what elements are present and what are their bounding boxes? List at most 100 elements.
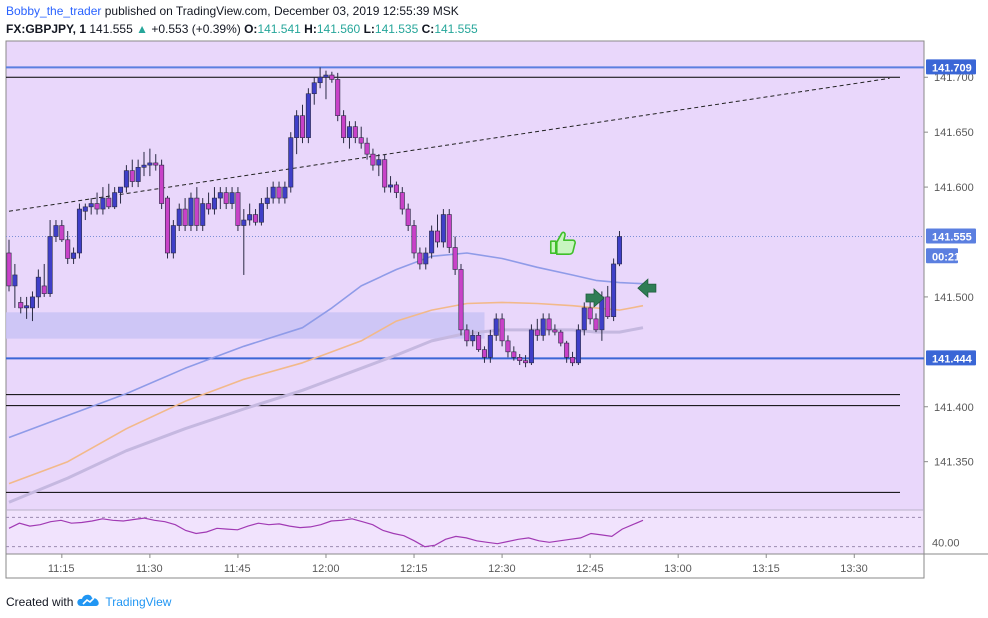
candle-body xyxy=(282,186,288,199)
time-tick-label: 12:30 xyxy=(488,563,516,575)
candle xyxy=(153,154,159,171)
candle-body xyxy=(388,184,394,188)
price-pane xyxy=(6,41,924,510)
candle xyxy=(511,346,517,361)
candle xyxy=(435,214,441,248)
candle xyxy=(129,159,135,188)
candle xyxy=(123,165,129,193)
candle-body xyxy=(558,331,564,344)
published-text: published on TradingView.com, December 0… xyxy=(104,4,459,18)
candle xyxy=(6,239,12,292)
candle xyxy=(376,154,382,177)
candle xyxy=(335,72,341,122)
candle xyxy=(352,121,358,144)
candle xyxy=(487,329,493,363)
candle xyxy=(370,148,376,171)
candle-body xyxy=(587,307,593,320)
candle-body xyxy=(88,203,94,208)
candle-body xyxy=(217,192,223,199)
candle xyxy=(235,187,241,232)
candle xyxy=(546,313,552,336)
candle-body xyxy=(71,252,77,259)
author-link[interactable]: Bobby_the_trader xyxy=(6,4,102,18)
candle-body xyxy=(176,208,182,226)
price-chart[interactable]: 141.700 141.650 141.600 141.500 141.400 141.3… xyxy=(0,0,988,590)
candle xyxy=(182,198,188,232)
candle-body xyxy=(393,184,399,193)
candle xyxy=(523,355,529,368)
candle xyxy=(517,354,523,366)
price-tag xyxy=(926,59,976,75)
low-label: L: xyxy=(363,22,375,36)
price-tag-label: 00:21 xyxy=(932,251,960,263)
candle-body xyxy=(335,79,341,116)
candle xyxy=(29,291,35,322)
trend-line xyxy=(8,77,890,212)
candle xyxy=(575,324,581,366)
candle-body xyxy=(241,219,247,226)
candle-body xyxy=(235,192,241,226)
candle-body xyxy=(440,214,446,243)
support-zone xyxy=(6,312,485,339)
candle-body xyxy=(499,318,505,342)
candle xyxy=(611,258,617,322)
candle xyxy=(47,220,53,297)
candle xyxy=(446,209,452,253)
price-tick-label: 141.700 xyxy=(934,72,974,84)
candle-body xyxy=(182,208,188,226)
candle-body xyxy=(382,159,388,188)
candle xyxy=(223,187,229,210)
price-tick-label: 141.600 xyxy=(934,182,974,194)
candle xyxy=(41,263,47,297)
candle-body xyxy=(399,192,405,210)
candle-body xyxy=(41,285,47,294)
candle-body xyxy=(611,263,617,317)
high-label: H: xyxy=(304,22,317,36)
candle xyxy=(106,183,112,210)
candle xyxy=(305,88,311,144)
candle-body xyxy=(517,357,523,361)
candle xyxy=(12,263,18,308)
close-label: C: xyxy=(421,22,435,36)
candle xyxy=(176,203,182,232)
candle-body xyxy=(141,164,147,168)
candle xyxy=(499,313,505,347)
candle xyxy=(540,313,546,341)
open-value: 141.541 xyxy=(257,22,301,36)
moving-average-line xyxy=(8,252,644,439)
candle xyxy=(88,198,94,215)
candle xyxy=(393,181,399,199)
time-tick-label: 11:45 xyxy=(224,563,251,575)
last-price: 141.555 xyxy=(89,22,133,36)
candle-body xyxy=(493,318,499,336)
price-tag-label: 141.444 xyxy=(932,353,973,365)
candle-body xyxy=(376,159,382,166)
candle-body xyxy=(481,349,487,358)
tradingview-link[interactable]: TradingView xyxy=(105,594,172,609)
candle-body xyxy=(423,252,429,265)
time-tick-label: 13:00 xyxy=(664,563,692,575)
candle xyxy=(458,263,464,336)
candle-body xyxy=(106,197,112,208)
candle-body xyxy=(305,93,311,138)
candle xyxy=(323,70,329,100)
candle-body xyxy=(329,74,335,80)
candle-body xyxy=(200,203,206,226)
price-tag xyxy=(926,248,958,264)
candle-body xyxy=(18,302,24,309)
candle-body xyxy=(464,329,470,342)
price-tick-label: 141.650 xyxy=(934,127,974,139)
candle xyxy=(505,335,511,358)
candle-body xyxy=(523,360,529,364)
candle xyxy=(65,231,71,264)
candle xyxy=(241,209,247,275)
candle xyxy=(388,176,394,193)
arrow-right-icon xyxy=(585,288,605,308)
candle xyxy=(76,203,82,259)
candle-body xyxy=(341,115,347,138)
candle-body xyxy=(35,276,41,298)
candle xyxy=(82,203,88,221)
candle xyxy=(346,121,352,149)
candle-body xyxy=(229,192,235,204)
candle xyxy=(528,324,534,366)
